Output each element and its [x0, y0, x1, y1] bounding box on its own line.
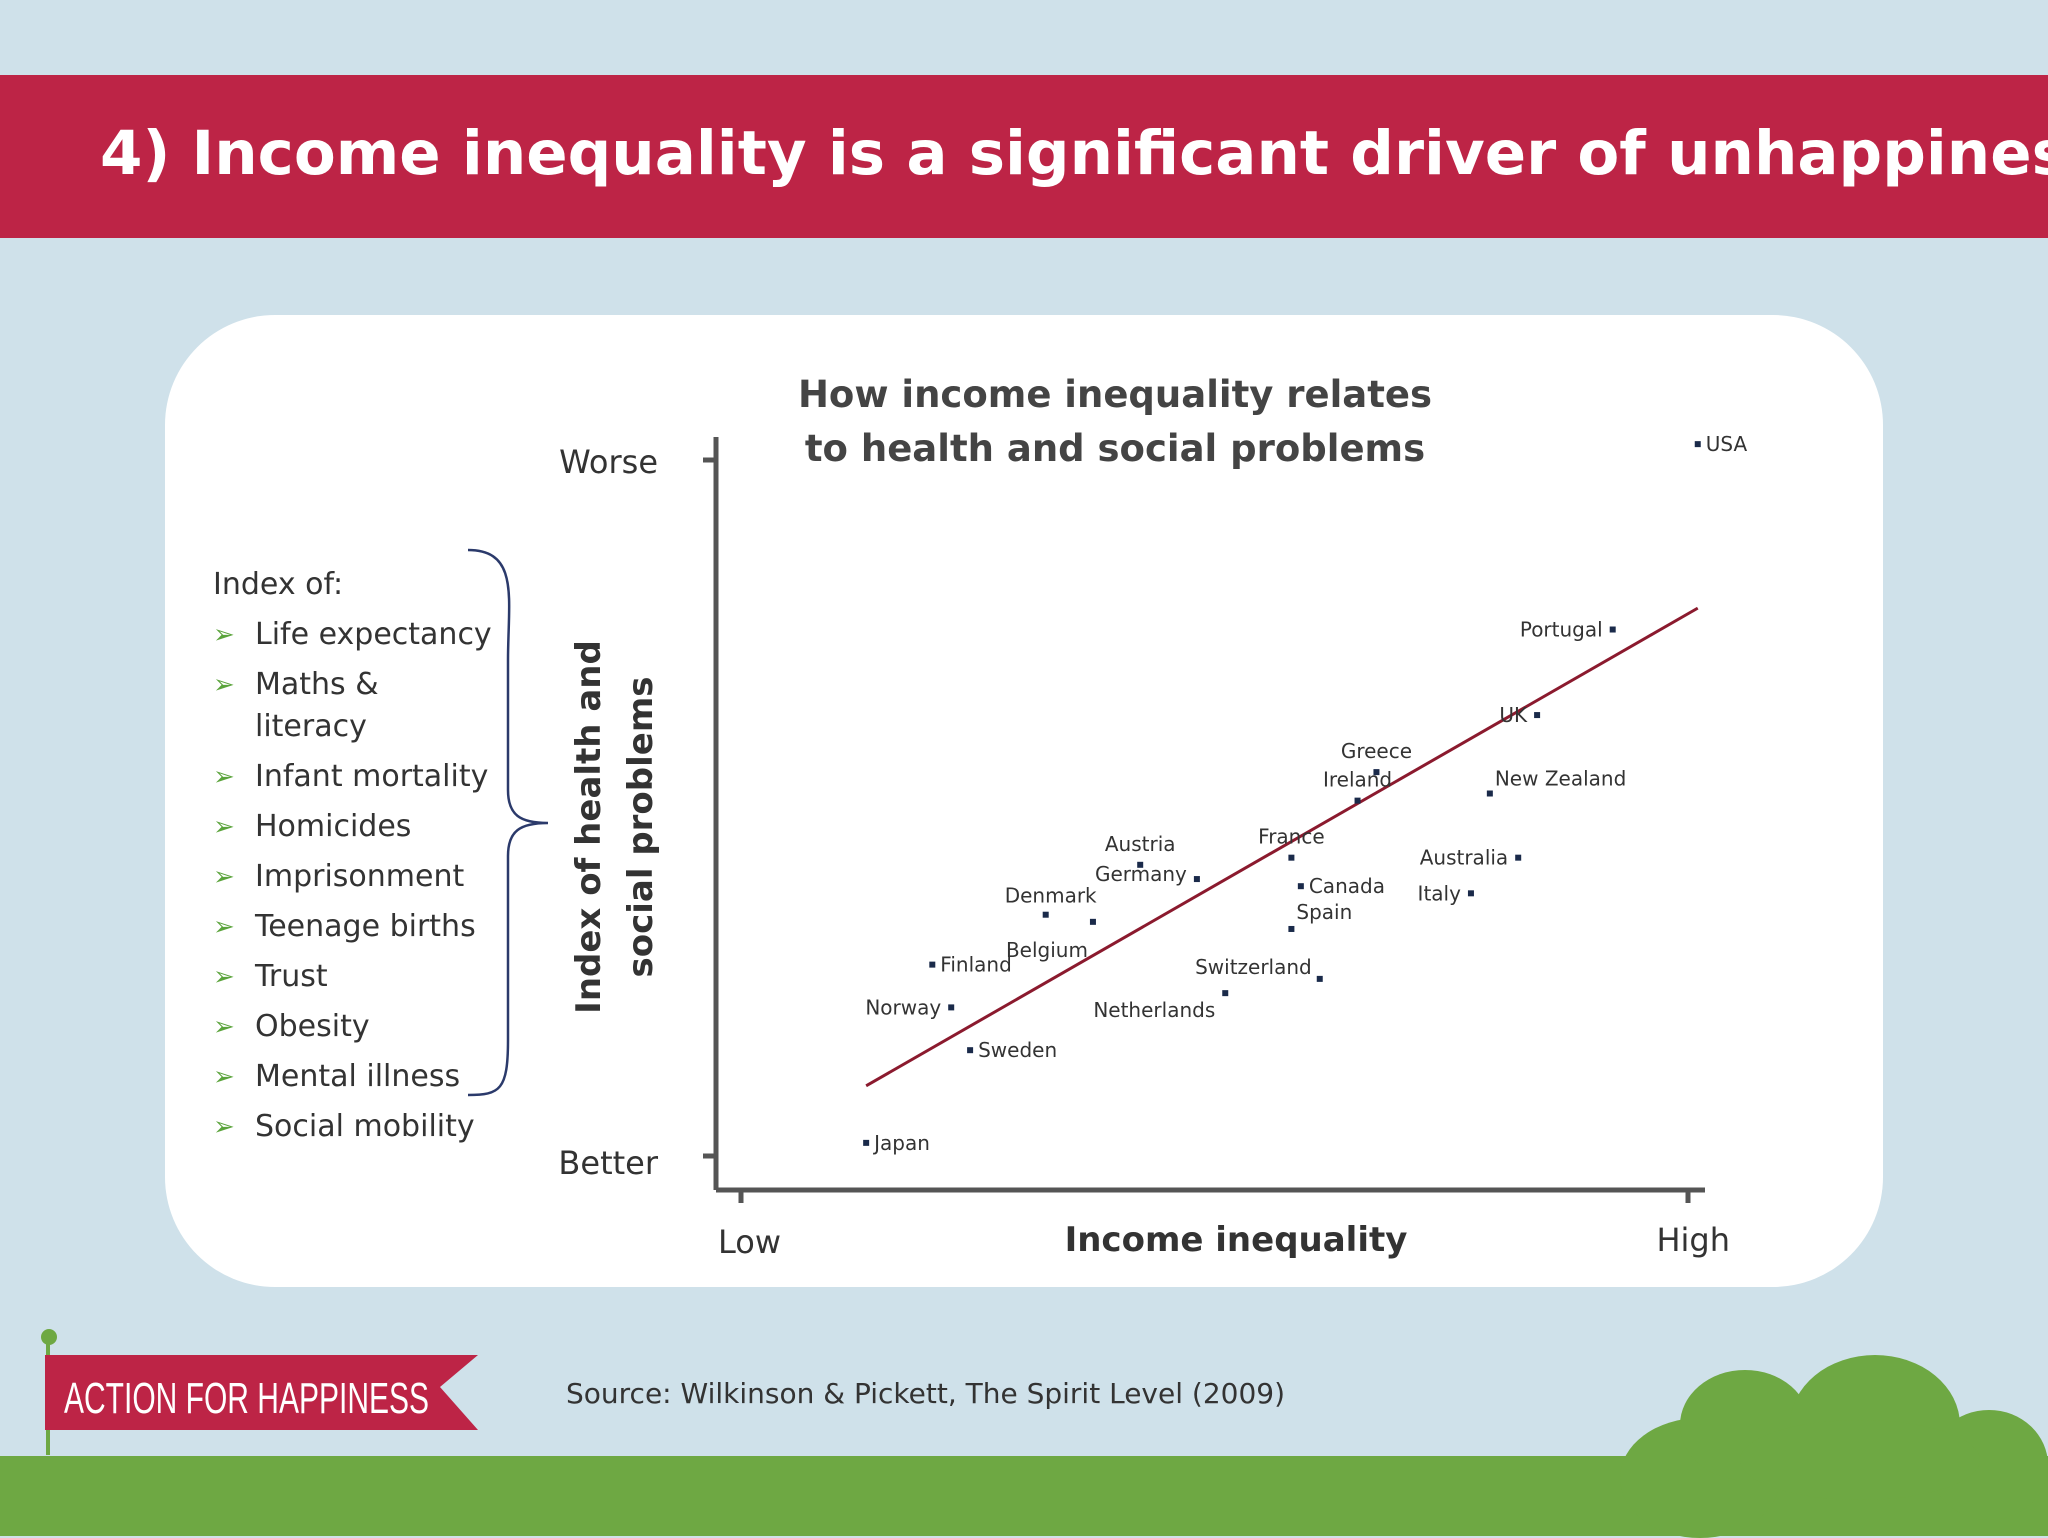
point-label: Norway: [865, 995, 941, 1019]
data-point: [1486, 790, 1493, 797]
data-point: [1137, 861, 1144, 868]
chart-card: [165, 315, 1883, 1287]
y-high-label: Worse: [559, 443, 658, 481]
point-label: Greece: [1341, 739, 1412, 763]
x-high-label: High: [1656, 1221, 1730, 1259]
index-item-label: Infant mortality: [255, 759, 489, 794]
chart-title-line-1: How income inequality relates: [797, 373, 1433, 416]
arrow-bullet-icon: ➢: [213, 1012, 235, 1042]
data-point: [1042, 911, 1049, 918]
arrow-bullet-icon: ➢: [213, 1112, 235, 1142]
x-axis-label: Income inequality: [1065, 1220, 1408, 1260]
index-item-label: Teenage births: [255, 909, 476, 944]
point-label: New Zealand: [1495, 767, 1626, 791]
action-for-happiness-logo: ACTION FOR HAPPINESS: [41, 1329, 478, 1455]
index-item-label: Social mobility: [255, 1109, 475, 1144]
point-label: Germany: [1095, 862, 1187, 886]
index-list-item: ➢ Life expectancy: [213, 610, 495, 660]
index-item-label: Obesity: [255, 1009, 370, 1044]
point-label: UK: [1499, 703, 1528, 727]
source-citation: Source: Wilkinson & Pickett, The Spirit …: [566, 1377, 1286, 1410]
arrow-bullet-icon: ➢: [213, 670, 235, 700]
bush-shape: [1740, 1420, 1980, 1500]
index-list: Index of: ➢ Life expectancy ➢ Maths & liter…: [213, 560, 495, 1152]
trend-line-layer: [865, 606, 1699, 1088]
title-bar: [0, 75, 2048, 238]
data-point: [1354, 797, 1361, 804]
index-list-item: ➢ Infant mortality: [213, 752, 495, 802]
data-point: [1288, 854, 1295, 861]
index-list-item: ➢ Maths & literacy: [213, 660, 495, 752]
y-axis-label-line-2: social problems: [621, 676, 661, 977]
point-label: Netherlands: [1093, 998, 1215, 1022]
point-label: Switzerland: [1195, 955, 1312, 979]
y-low-label: Better: [558, 1144, 658, 1182]
point-label: Canada: [1309, 874, 1385, 898]
arrow-bullet-icon: ➢: [213, 962, 235, 992]
point-label: Portugal: [1520, 618, 1603, 642]
data-point: [1694, 441, 1701, 448]
data-point: [863, 1139, 870, 1146]
point-label: USA: [1706, 432, 1748, 456]
data-point: [1193, 876, 1200, 883]
point-label: France: [1258, 825, 1325, 849]
index-list-heading: Index of:: [213, 567, 344, 602]
point-label: Sweden: [978, 1038, 1057, 1062]
data-point: [1288, 925, 1295, 932]
curly-brace: [467, 548, 549, 1097]
data-point: [1089, 918, 1096, 925]
y-axis-label-line-1: Index of health and: [569, 640, 609, 1014]
point-label: Spain: [1296, 900, 1352, 924]
index-list-item: ➢ Imprisonment: [213, 852, 495, 902]
chart-title-line-2: to health and social problems: [804, 427, 1426, 470]
index-item-label: Imprisonment: [255, 859, 465, 894]
data-points-layer: USA Portugal UK Greece Ireland New Zealand Aus…: [863, 432, 1747, 1155]
data-point: [967, 1047, 974, 1054]
point-label: Australia: [1420, 846, 1508, 870]
data-point: [948, 1004, 955, 1011]
index-items: ➢ Life expectancy ➢ Maths & literacy ➢ Infant…: [213, 610, 495, 1152]
index-list-item: ➢ Obesity: [213, 1002, 495, 1052]
index-item-label: Maths & literacy: [255, 667, 379, 744]
trend-line: [865, 606, 1699, 1088]
index-list-item: ➢ Homicides: [213, 802, 495, 852]
data-point: [1534, 712, 1541, 719]
point-label: Japan: [872, 1131, 930, 1155]
point-label: Austria: [1105, 832, 1176, 856]
arrow-bullet-icon: ➢: [213, 620, 235, 650]
x-low-label: Low: [718, 1223, 781, 1261]
arrow-bullet-icon: ➢: [213, 812, 235, 842]
data-point: [1609, 626, 1616, 633]
index-list-item: ➢ Mental illness: [213, 1052, 495, 1102]
data-point: [1467, 890, 1474, 897]
data-point: [929, 961, 936, 968]
data-point: [1297, 883, 1304, 890]
point-label: Denmark: [1005, 884, 1097, 908]
index-list-item: ➢ Social mobility: [213, 1102, 495, 1152]
index-item-label: Life expectancy: [255, 617, 492, 652]
slide-title: 4) Income inequality is a significant dr…: [100, 118, 2048, 189]
data-point: [1373, 769, 1380, 776]
point-label: Finland: [940, 953, 1011, 977]
point-label: Ireland: [1323, 768, 1392, 792]
index-item-label: Mental illness: [255, 1059, 461, 1094]
point-label: Belgium: [1006, 938, 1088, 962]
point-label: Italy: [1418, 881, 1462, 905]
index-item-label: Trust: [255, 959, 328, 994]
data-point: [1515, 854, 1522, 861]
index-list-item: ➢ Trust: [213, 952, 495, 1002]
arrow-bullet-icon: ➢: [213, 762, 235, 792]
arrow-bullet-icon: ➢: [213, 1062, 235, 1092]
data-point: [1316, 975, 1323, 982]
chart-title: How income inequality relates to health …: [780, 368, 1450, 476]
arrow-bullet-icon: ➢: [213, 862, 235, 892]
index-item-label: Homicides: [255, 809, 412, 844]
arrow-bullet-icon: ➢: [213, 912, 235, 942]
data-point: [1222, 990, 1229, 997]
logo-text: ACTION FOR HAPPINESS: [64, 1374, 429, 1423]
index-list-item: ➢ Teenage births: [213, 902, 495, 952]
